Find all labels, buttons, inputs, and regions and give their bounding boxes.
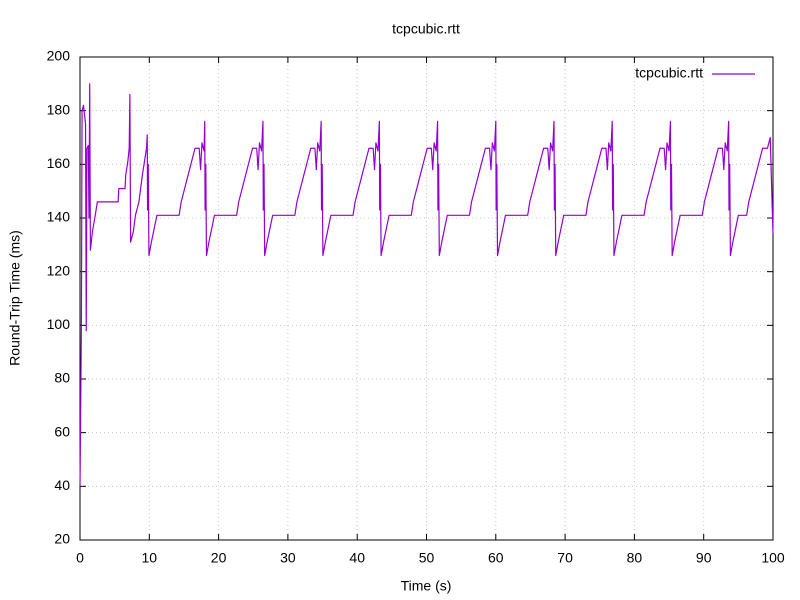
x-tick-label: 40 bbox=[349, 550, 365, 566]
x-tick-label: 20 bbox=[211, 550, 227, 566]
x-tick-label: 60 bbox=[488, 550, 504, 566]
chart-title: tcpcubic.rtt bbox=[392, 21, 460, 37]
x-tick-label: 70 bbox=[557, 550, 573, 566]
y-tick-label: 140 bbox=[47, 209, 71, 225]
y-tick-label: 20 bbox=[54, 531, 70, 547]
y-tick-label: 200 bbox=[47, 48, 71, 64]
x-tick-label: 90 bbox=[696, 550, 712, 566]
y-tick-label: 100 bbox=[47, 316, 71, 332]
x-tick-label: 30 bbox=[280, 550, 296, 566]
x-tick-label: 80 bbox=[627, 550, 643, 566]
x-axis-label: Time (s) bbox=[401, 578, 452, 594]
x-tick-label: 50 bbox=[419, 550, 435, 566]
y-tick-label: 80 bbox=[54, 370, 70, 386]
y-tick-label: 120 bbox=[47, 262, 71, 278]
y-tick-label: 180 bbox=[47, 101, 71, 117]
y-tick-label: 160 bbox=[47, 155, 71, 171]
data-line bbox=[79, 83, 774, 487]
plot-frame bbox=[79, 56, 774, 541]
legend-label: tcpcubic.rtt bbox=[635, 65, 703, 81]
x-tick-label: 100 bbox=[761, 550, 785, 566]
x-tick-label: 0 bbox=[76, 550, 84, 566]
y-tick-label: 40 bbox=[54, 477, 70, 493]
y-tick-label: 60 bbox=[54, 423, 70, 439]
y-axis-label: Round-Trip Time (ms) bbox=[7, 230, 23, 366]
x-tick-label: 10 bbox=[142, 550, 158, 566]
